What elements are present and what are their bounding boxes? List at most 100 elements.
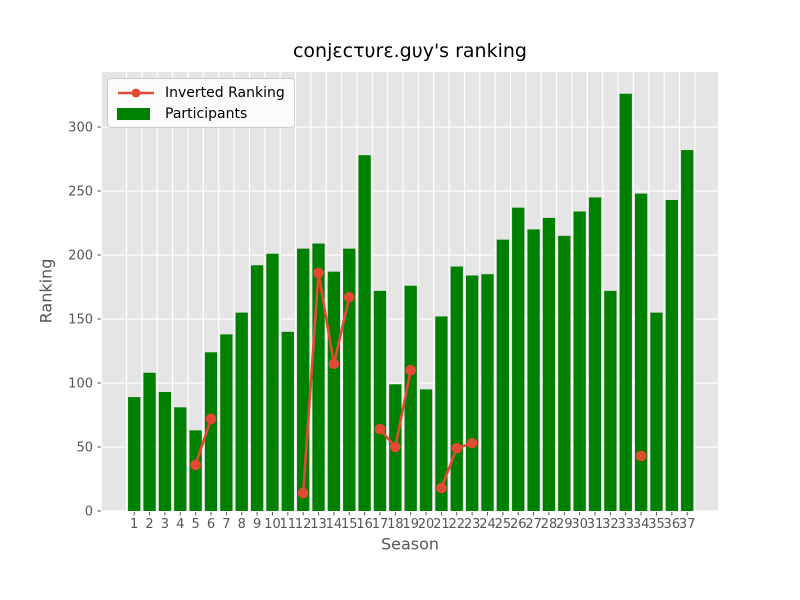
y-axis-label: Ranking [36,258,56,324]
participants-bar [143,372,156,511]
participants-bar [435,316,448,511]
line-marker-icon [117,87,155,99]
participants-bar [665,199,678,511]
legend-item-inverted-ranking: Inverted Ranking [117,84,285,101]
x-tick-label: 31 [587,517,604,532]
x-tick-label: 15 [341,517,358,532]
x-tick-label: 32 [602,517,619,532]
x-tick-label: 17 [372,517,389,532]
inverted-ranking-point [190,459,201,471]
inverted-ranking-point [297,487,309,499]
legend-item-participants: Participants [117,105,285,122]
x-tick-label: 29 [556,517,573,532]
participants-bar [281,331,294,511]
participants-bar [481,274,494,511]
x-tick-label: 4 [176,517,184,532]
x-axis-label: Season [380,534,440,554]
y-tick-label: 300 [68,121,93,136]
x-tick-label: 30 [571,517,588,532]
x-tick-label: 33 [617,517,634,532]
participants-bar [496,239,510,511]
participants-bar [512,207,525,511]
x-tick-label: 16 [356,517,373,532]
x-tick-label: 37 [679,517,696,532]
participants-bar [312,243,325,511]
participants-bar [373,290,387,511]
inverted-ranking-point [466,437,478,449]
x-tick-label: 11 [280,517,297,532]
x-tick-label: 6 [207,517,215,532]
participants-bar [619,93,632,511]
inverted-ranking-point [313,267,324,279]
participants-bar [235,312,248,511]
y-tick-label: 200 [68,249,93,264]
participants-bar [465,275,479,511]
participants-bar [128,397,141,511]
x-tick-label: 25 [495,517,512,532]
participants-bar [343,248,356,511]
x-tick-label: 8 [238,517,246,532]
participants-bar [542,217,556,511]
inverted-ranking-point [374,423,386,435]
y-tick-label: 100 [68,377,93,392]
y-tick-label: 0 [85,505,93,520]
x-tick-label: 35 [648,517,665,532]
x-tick-label: 24 [479,517,496,532]
x-tick-label: 22 [449,517,466,532]
participants-bar [220,334,233,511]
participants-bar [573,211,586,511]
legend: Inverted Ranking Participants [107,78,295,128]
participants-bar [204,352,218,511]
y-tick-label: 250 [68,185,93,200]
y-tick-label: 150 [68,313,93,328]
x-tick-label: 1 [130,517,138,532]
x-tick-label: 19 [402,517,419,532]
participants-bar [404,285,417,511]
x-tick-label: 28 [541,517,558,532]
x-tick-label: 23 [464,517,481,532]
y-tick-label: 50 [76,441,93,456]
x-tick-label: 27 [525,517,542,532]
participants-bar [266,253,279,511]
inverted-ranking-point [451,442,463,454]
participants-bar [634,193,648,511]
bar-swatch-icon [117,107,155,120]
legend-label-participants: Participants [165,105,248,122]
participants-bar [358,155,371,511]
legend-label-inverted-ranking: Inverted Ranking [165,84,285,101]
participants-bar [189,430,202,511]
x-tick-label: 21 [433,517,450,532]
participants-bar [327,271,341,511]
participants-bar [527,229,540,511]
participants-bar [250,265,264,511]
participants-bar [588,197,602,511]
participants-bar [419,389,433,511]
participants-bar [174,407,187,511]
x-tick-label: 12 [295,517,312,532]
x-tick-label: 7 [222,517,230,532]
participants-bar [604,290,617,511]
participants-bar [450,266,463,511]
inverted-ranking-point [328,358,340,370]
x-tick-label: 13 [310,517,327,532]
inverted-ranking-point [390,441,401,453]
x-tick-label: 9 [253,517,261,532]
chart-title: conjεcτυrε.gυy's ranking [292,40,527,62]
x-tick-label: 14 [326,517,343,532]
participants-bar [650,312,663,511]
participants-bar [681,150,694,512]
x-tick-label: 2 [145,517,153,532]
inverted-ranking-point [436,482,447,494]
x-tick-label: 3 [161,517,169,532]
x-tick-label: 34 [633,517,650,532]
participants-bar [158,391,172,511]
x-tick-label: 10 [264,517,281,532]
participants-bar [558,235,571,511]
x-tick-label: 36 [664,517,681,532]
inverted-ranking-point [405,364,416,376]
x-tick-label: 18 [387,517,404,532]
x-tick-label: 26 [510,517,527,532]
inverted-ranking-point [205,413,217,425]
